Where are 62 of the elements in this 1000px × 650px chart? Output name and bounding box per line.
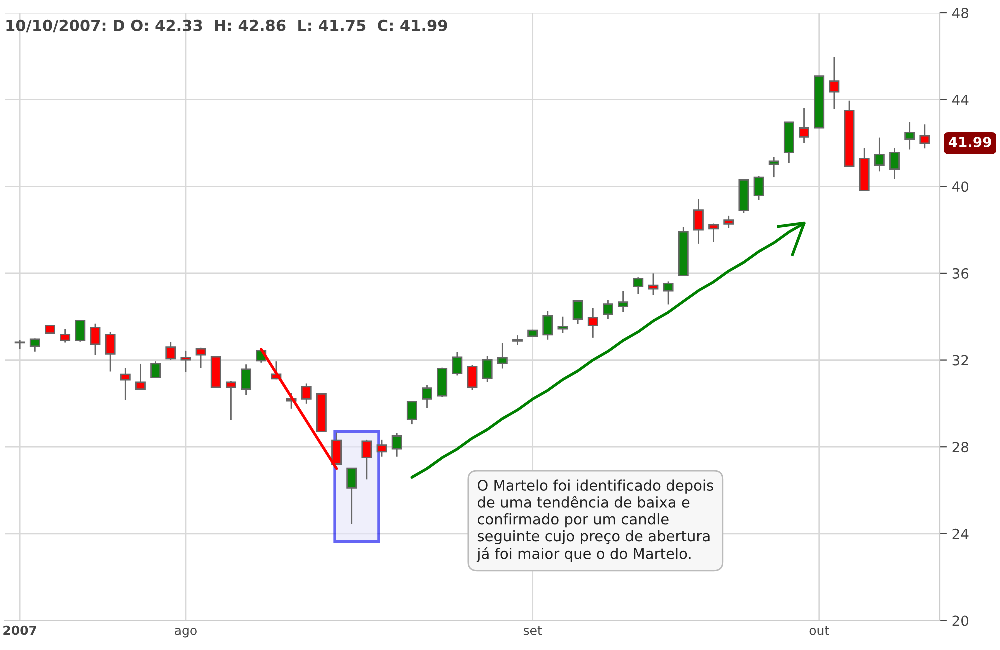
y-tick-label: 32 — [952, 355, 968, 366]
y-tick-label: 48 — [952, 8, 969, 18]
candlestick — [406, 400, 418, 426]
candlestick — [890, 148, 900, 180]
candlestick — [105, 331, 116, 372]
y-tick-label: 40 — [952, 182, 969, 192]
line-series — [260, 348, 338, 470]
candlestick — [904, 122, 916, 150]
candlestick — [588, 308, 598, 339]
candlestick — [708, 223, 720, 243]
candlestick — [166, 342, 176, 361]
x-tick-label: set — [524, 626, 542, 636]
candlestick — [226, 380, 236, 422]
y-tick-label: 36 — [952, 268, 969, 279]
candlestick — [392, 432, 402, 458]
candlestick — [362, 439, 372, 480]
candlestick — [558, 316, 568, 334]
candlestick — [663, 281, 674, 306]
candlestick — [542, 310, 554, 341]
candlestick — [829, 56, 840, 110]
candlestick — [467, 364, 478, 392]
candlestick — [60, 328, 71, 344]
candlestick — [301, 383, 312, 405]
candlestick — [754, 175, 764, 202]
candlestick — [648, 272, 659, 296]
chart-title: 10/10/2007: D O: 42.33 H: 42.86 L: 41.75 C: 41.99 — [6, 20, 448, 33]
candlestick — [180, 350, 192, 373]
candlestick — [241, 364, 252, 396]
candlestick — [30, 338, 40, 353]
y-tick-label: 28 — [952, 442, 969, 453]
candlestick — [497, 342, 508, 370]
candlestick — [120, 367, 131, 401]
y-tick-label: 44 — [952, 94, 969, 106]
candlestick — [920, 124, 930, 150]
x-tick-label: out — [810, 626, 830, 636]
candlestick — [618, 290, 629, 313]
x-tick-label: ago — [175, 628, 197, 638]
candlestick — [452, 352, 463, 376]
candlestick — [572, 300, 584, 325]
candlestick — [603, 300, 614, 320]
candlestick — [136, 363, 146, 390]
candlestick — [376, 439, 388, 458]
text: 41.99 — [948, 136, 992, 148]
y-tick-label: 24 — [952, 528, 969, 540]
candlestick — [799, 108, 810, 144]
annotation: O Martelo foi identificado depois de uma tendência de baixa e confirmado por um candle seguinte cujo preço de abertura já foi maior que o do Martelo. — [476, 480, 714, 562]
candlestick — [346, 468, 358, 525]
candlestick — [150, 360, 162, 378]
candlestick — [512, 334, 523, 346]
candlestick — [196, 347, 206, 369]
candlestick — [14, 339, 26, 350]
y-tick-label: 20 — [952, 616, 969, 626]
x-tick-label: 2007 — [4, 626, 36, 636]
candlestick — [874, 137, 885, 172]
candlestick — [768, 156, 780, 178]
candlestick — [724, 215, 734, 230]
candlestick — [422, 384, 432, 409]
candlestick — [75, 320, 86, 343]
candlestick — [482, 355, 493, 384]
candlestick — [90, 323, 101, 356]
candlestick — [633, 276, 644, 295]
candlestick — [693, 198, 704, 245]
